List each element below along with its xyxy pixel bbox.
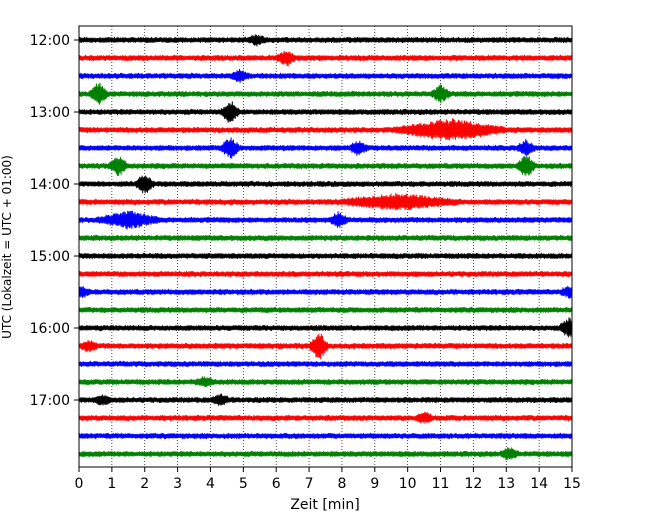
plot-frame [78,25,573,468]
x-tick-label: 11 [432,476,450,492]
x-tick-label: 8 [337,476,346,492]
trace-series [78,34,573,461]
x-tick-label: 7 [305,476,314,492]
x-tick-label: 15 [563,476,581,492]
trace-1645 [78,376,573,388]
trace-1200 [78,34,573,47]
y-tick-label: 12:00 [30,33,70,49]
x-tick-label: 0 [75,476,84,492]
trace-1545 [78,306,573,314]
y-tick-label: 16:00 [30,321,70,337]
y-tick-label: 14:00 [30,177,70,193]
trace-1300 [78,101,573,123]
x-tick-label: 4 [206,476,215,492]
x-tick-label: 13 [497,476,515,492]
trace-1615 [78,333,573,360]
trace-1345 [78,156,573,176]
trace-1500 [78,252,573,260]
trace-1600 [78,317,573,338]
y-axis-label: UTC (Lokalzeit = UTC + 01:00) [0,155,14,339]
y-axis: 12:00 13:00 14:00 15:00 16:00 17:00 [30,33,79,409]
x-axis: 0 1 2 3 4 5 6 7 8 9 10 11 12 13 14 15 [75,467,581,492]
trace-1430 [78,210,573,230]
x-tick-label: 2 [140,476,149,492]
x-tick-label: 10 [399,476,417,492]
trace-1630 [78,360,573,368]
trace-1245 [78,83,573,105]
trace-1700 [78,393,573,406]
x-tick-label: 12 [464,476,482,492]
trace-1730 [78,432,573,440]
x-tick-label: 14 [530,476,548,492]
trace-1745 [78,447,573,461]
trace-1515 [78,270,573,278]
trace-1530 [78,285,573,299]
y-tick-label: 15:00 [30,249,70,265]
trace-1330 [78,137,573,159]
x-tick-label: 1 [107,476,116,492]
trace-1215 [78,50,573,67]
trace-1445 [78,234,573,242]
y-tick-label: 17:00 [30,393,70,409]
x-tick-label: 9 [370,476,379,492]
trace-1400 [78,175,573,194]
trace-1415 [78,193,573,211]
x-tick-label: 5 [239,476,248,492]
y-tick-label: 13:00 [30,105,70,121]
trace-1315 [78,118,573,141]
x-tick-label: 3 [173,476,182,492]
trace-1230 [78,68,573,84]
trace-1715 [78,411,573,424]
x-tick-label: 6 [272,476,281,492]
x-axis-label: Zeit [min] [290,497,359,513]
